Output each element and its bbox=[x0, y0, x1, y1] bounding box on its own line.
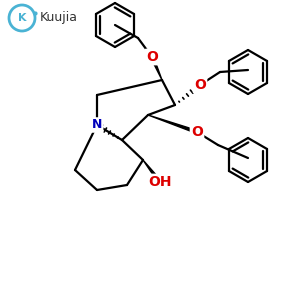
Polygon shape bbox=[151, 56, 162, 80]
Text: N: N bbox=[92, 118, 102, 131]
Text: O: O bbox=[194, 78, 206, 92]
Polygon shape bbox=[143, 160, 161, 183]
Polygon shape bbox=[148, 115, 197, 134]
Text: OH: OH bbox=[148, 175, 172, 189]
Text: O: O bbox=[146, 50, 158, 64]
Text: Kuujia: Kuujia bbox=[40, 11, 78, 25]
Text: K: K bbox=[18, 13, 26, 23]
Text: O: O bbox=[191, 125, 203, 139]
